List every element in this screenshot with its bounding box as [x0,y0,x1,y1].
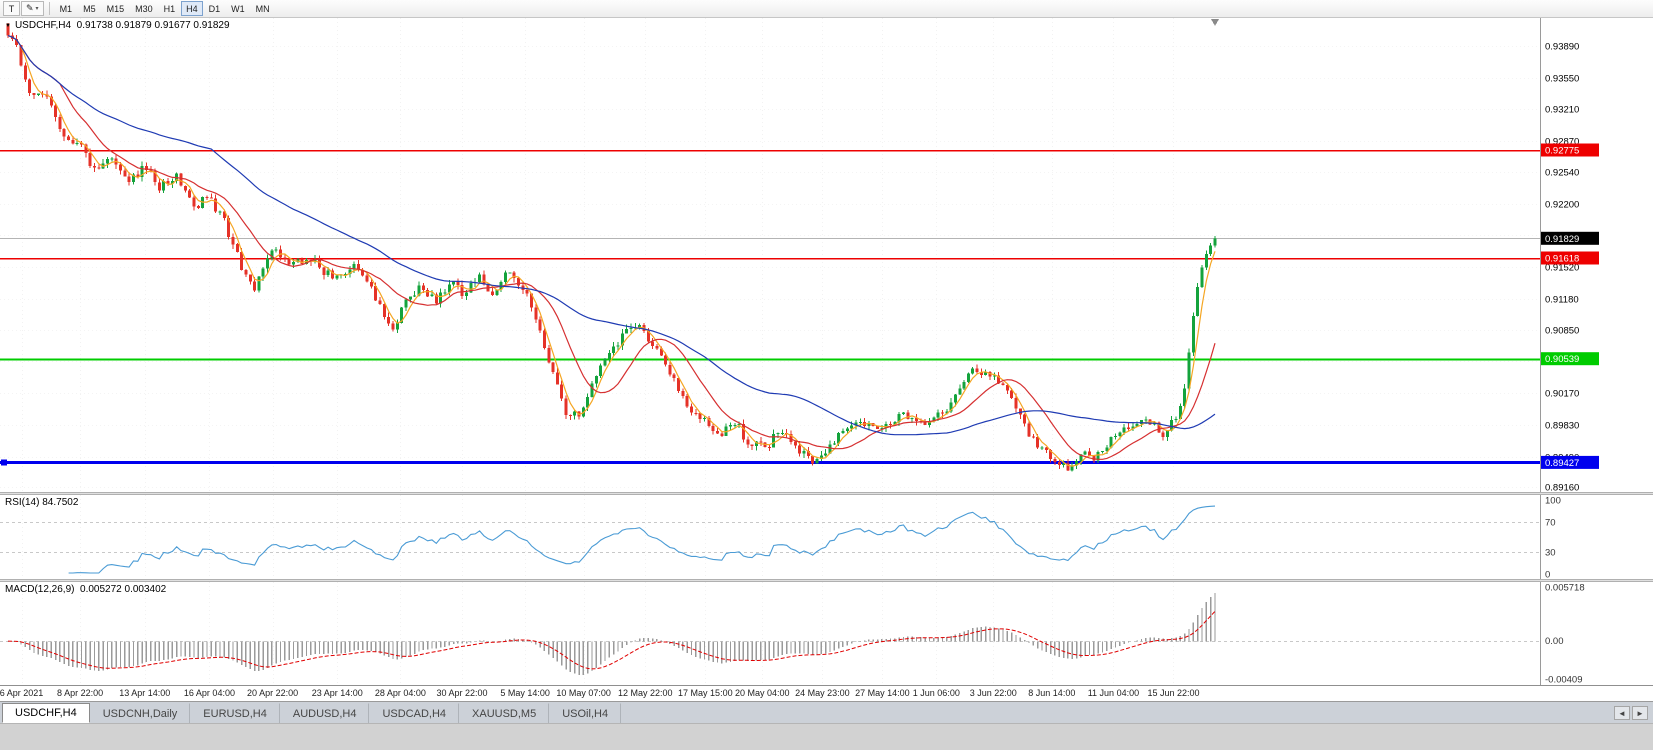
chart-tab-usdcnh-daily[interactable]: USDCNH,Daily [90,703,191,723]
timeframe-buttons: M1 M5 M15 M30 H1 H4 D1 W1 MN [55,1,275,16]
time-axis-label: 27 May 14:00 [855,688,910,698]
draw-tool-button[interactable]: ✎ ▾ [21,1,44,16]
chart-tab-usdchf-h4[interactable]: USDCHF,H4 [2,703,90,723]
time-axis[interactable]: 6 Apr 2021 8 Apr 22:00 13 Apr 14:00 16 Apr … [0,685,1653,701]
time-axis-label: 11 Jun 04:00 [1087,688,1140,698]
chart-tab-eurusd-h4[interactable]: EURUSD,H4 [190,703,280,723]
time-axis-label: 13 Apr 14:00 [119,688,171,698]
timeframe-m30-button[interactable]: M30 [130,1,158,16]
svg-text:0.93550: 0.93550 [1545,74,1579,85]
timeframe-mn-button[interactable]: MN [251,1,275,16]
toolbar: T ✎ ▾ M1 M5 M15 M30 H1 H4 D1 W1 MN [0,0,1653,18]
svg-text:30: 30 [1545,548,1556,559]
timeframe-m15-button[interactable]: M15 [102,1,130,16]
timeframe-h1-button[interactable]: H1 [159,1,181,16]
time-axis-label: 16 Apr 04:00 [183,688,235,698]
toolbar-separator [48,2,50,15]
svg-text:0.92540: 0.92540 [1545,168,1579,179]
time-axis-label: 8 Apr 22:00 [57,688,104,698]
text-tool-button[interactable]: T [3,1,20,16]
window-bottom-strip [0,723,1653,750]
svg-text:0.89830: 0.89830 [1545,421,1579,432]
time-axis-label: 3 Jun 22:00 [969,688,1017,698]
macd-canvas-host[interactable]: 0.005718 0.00 -0.00409 [0,582,1653,685]
rsi-canvas[interactable]: 100 70 30 0 [0,495,1653,579]
svg-text:0.89427: 0.89427 [1545,458,1579,469]
time-axis-label: 23 Apr 14:00 [311,688,363,698]
chart-tab-usdcad-h4[interactable]: USDCAD,H4 [369,703,460,723]
svg-text:0.00: 0.00 [1545,636,1564,647]
pencil-icon: ✎ [26,3,34,13]
chart-tab-audusd-h4[interactable]: AUDUSD,H4 [280,703,370,723]
svg-text:0.89160: 0.89160 [1545,483,1579,493]
timeframe-m5-button[interactable]: M5 [78,1,101,16]
svg-text:0.92775: 0.92775 [1545,146,1579,157]
svg-text:0.005718: 0.005718 [1545,583,1585,594]
time-axis-label: 20 Apr 22:00 [247,688,299,698]
time-axis-label: 8 Jun 14:00 [1028,688,1076,698]
chevron-down-icon: ▾ [35,6,39,12]
time-axis-label: 10 May 07:00 [556,688,611,698]
macd-pane: 0.005718 0.00 -0.00409 MACD(12,26,9) 0.005… [0,582,1653,685]
svg-text:0.92870: 0.92870 [1545,137,1579,148]
timeframe-d1-button[interactable]: D1 [204,1,226,16]
time-axis-label: 24 May 23:00 [795,688,850,698]
svg-text:0.90850: 0.90850 [1545,326,1579,337]
svg-text:0.91618: 0.91618 [1545,254,1579,265]
time-axis-label: 1 Jun 06:00 [912,688,960,698]
time-axis-label: 5 May 14:00 [500,688,550,698]
svg-text:0.90539: 0.90539 [1545,354,1579,365]
svg-text:-0.00409: -0.00409 [1545,675,1583,686]
time-axis-label: 17 May 15:00 [678,688,733,698]
svg-text:0.92200: 0.92200 [1545,200,1579,211]
tabs-scroll-left-button[interactable]: ◄ [1614,706,1630,720]
svg-text:0.90170: 0.90170 [1545,389,1579,400]
time-axis-label: 15 Jun 22:00 [1147,688,1200,698]
time-axis-label: 6 Apr 2021 [0,688,44,698]
chart-tab-xauusd-m5[interactable]: XAUUSD,M5 [459,703,550,723]
tabs-scroll-right-button[interactable]: ► [1632,706,1648,720]
timeframe-h4-button[interactable]: H4 [181,1,203,16]
timeframe-w1-button[interactable]: W1 [226,1,250,16]
tab-scroll-arrows: ◄ ► [1614,706,1651,723]
svg-text:0.91829: 0.91829 [1545,234,1579,245]
main-chart-pane: 0.93890 0.93550 0.93210 0.92870 0.92540 0.922… [0,18,1653,492]
time-axis-label: 12 May 22:00 [617,688,673,698]
pane-divider[interactable] [0,579,1653,582]
price-chart-canvas[interactable]: 0.93890 0.93550 0.93210 0.92870 0.92540 0.922… [0,18,1653,492]
svg-text:100: 100 [1545,496,1561,507]
rsi-canvas-host[interactable]: 100 70 30 0 [0,495,1653,579]
time-axis-label: 20 May 04:00 [735,688,790,698]
svg-text:0.93890: 0.93890 [1545,42,1579,53]
svg-text:0.91520: 0.91520 [1545,263,1579,274]
svg-text:0.91180: 0.91180 [1545,295,1579,306]
svg-text:0: 0 [1545,570,1550,580]
time-axis-label: 30 Apr 22:00 [436,688,488,698]
price-chart-canvas-host[interactable]: 0.93890 0.93550 0.93210 0.92870 0.92540 0.922… [0,18,1653,492]
rsi-pane: 100 70 30 0 RSI(14) 84.7502 [0,495,1653,579]
pane-divider[interactable] [0,492,1653,495]
time-axis-label: 28 Apr 04:00 [374,688,426,698]
svg-text:0.93210: 0.93210 [1545,105,1579,116]
chart-tabs: USDCHF,H4 USDCNH,Daily EURUSD,H4 AUDUSD,H4 U… [2,702,622,723]
svg-text:70: 70 [1545,518,1556,529]
timeframe-m1-button[interactable]: M1 [55,1,78,16]
macd-canvas[interactable]: 0.005718 0.00 -0.00409 [0,582,1653,685]
chart-tabbar: USDCHF,H4 USDCNH,Daily EURUSD,H4 AUDUSD,H4 U… [0,701,1653,723]
chart-tab-usoil-h4[interactable]: USOil,H4 [549,703,622,723]
